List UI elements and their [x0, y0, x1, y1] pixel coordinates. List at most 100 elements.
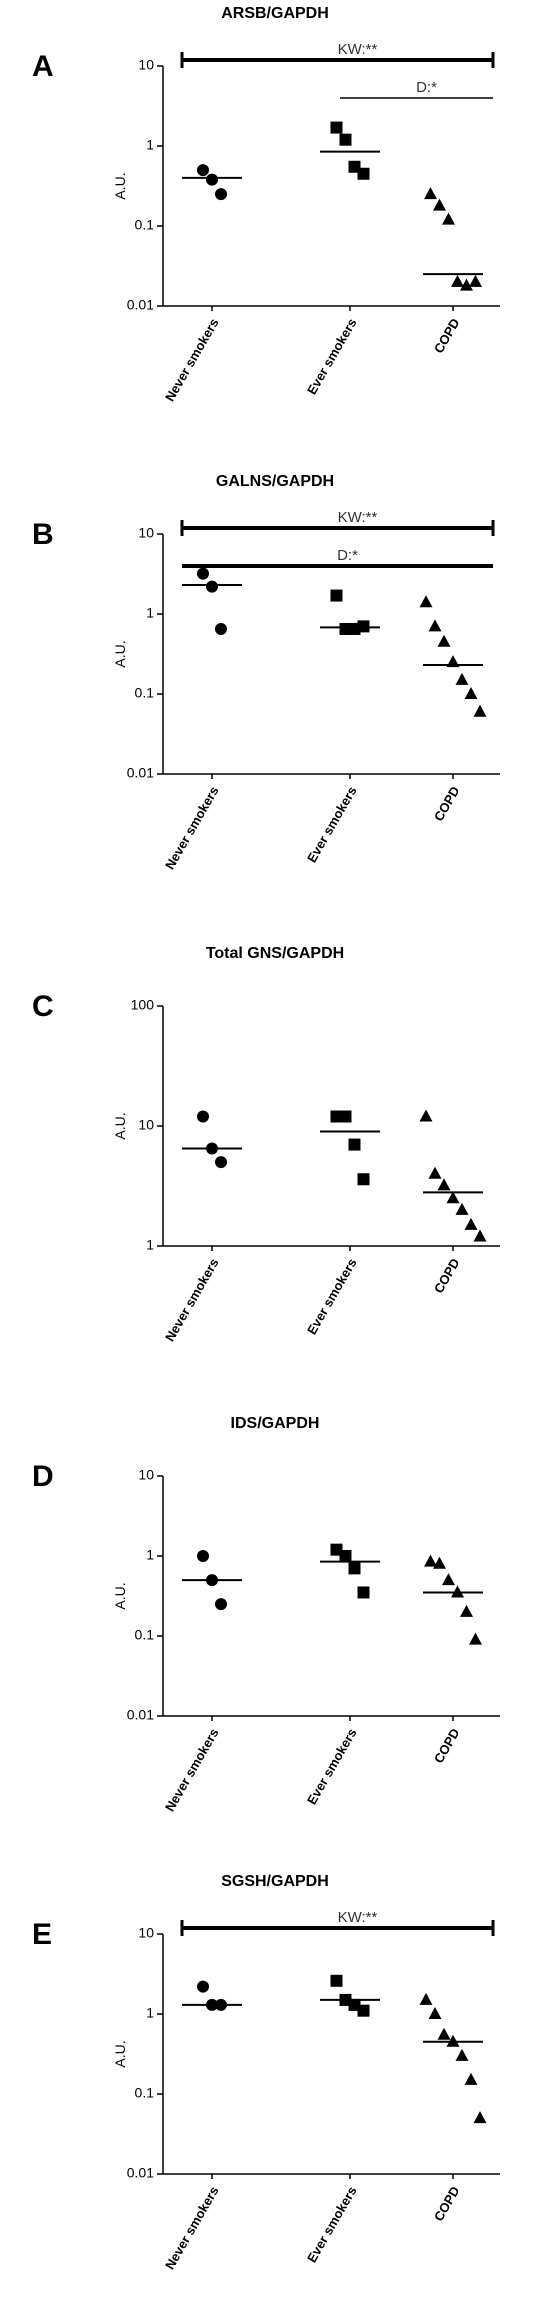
data-point	[442, 1573, 455, 1586]
y-tick-label: 0.1	[135, 2085, 155, 2101]
x-tick-label: Ever smokers	[304, 2184, 360, 2265]
data-point	[437, 2027, 451, 2040]
x-tick-label: Never smokers	[162, 2184, 222, 2272]
panel-label: E	[32, 1918, 52, 1951]
data-point	[464, 2072, 478, 2085]
data-point	[419, 1992, 433, 2005]
data-point	[473, 2111, 487, 2124]
data-point	[464, 687, 478, 699]
data-point	[460, 1604, 473, 1617]
panel: SGSH/GAPDH E A.U. 0.01 0.1 1 10 Never smokers Ev…	[32, 1873, 500, 2272]
y-tick-label: 0.1	[135, 217, 155, 233]
panel-label: C	[32, 990, 54, 1023]
data-point	[206, 580, 218, 593]
data-point	[197, 567, 209, 580]
y-tick-label: 1	[146, 1547, 154, 1563]
y-axis-label: A.U.	[112, 1112, 128, 1139]
y-tick-label: 10	[138, 1117, 154, 1133]
data-point	[330, 1974, 343, 1987]
data-point	[357, 620, 370, 633]
data-point	[442, 212, 455, 225]
x-tick-label: Never smokers	[162, 1726, 222, 1814]
x-tick-label: COPD	[431, 1256, 463, 1296]
x-tick-label: Ever smokers	[304, 784, 360, 865]
data-point	[206, 173, 218, 186]
x-tick-label: COPD	[431, 316, 463, 356]
y-tick-label: 0.01	[127, 297, 154, 313]
bracket-label: KW:**	[338, 41, 378, 58]
y-tick-label: 1	[146, 2005, 154, 2021]
y-tick-label: 0.1	[135, 685, 155, 701]
x-tick-label: COPD	[431, 2184, 463, 2224]
chart-title: Total GNS/GAPDH	[206, 945, 344, 962]
data-point	[215, 188, 227, 201]
data-point	[455, 1202, 469, 1215]
y-tick-label: 1	[146, 137, 154, 153]
y-tick-label: 1	[146, 1237, 154, 1253]
y-tick-label: 0.01	[127, 1707, 154, 1723]
panel-label: A	[32, 50, 54, 83]
y-tick-label: 10	[138, 57, 154, 73]
data-point	[428, 2007, 442, 2019]
data-point	[348, 1562, 361, 1575]
data-point	[460, 278, 473, 291]
data-point	[339, 1550, 352, 1562]
data-point	[357, 2004, 370, 2017]
data-point	[455, 672, 469, 685]
y-tick-label: 10	[138, 1467, 154, 1483]
y-tick-label: 1	[146, 605, 154, 621]
y-tick-label: 0.01	[127, 765, 154, 781]
chart-title: GALNS/GAPDH	[216, 473, 334, 490]
y-axis-label: A.U.	[112, 172, 128, 199]
data-point	[455, 2048, 469, 2061]
x-tick-label: Never smokers	[162, 316, 222, 404]
data-point	[446, 1191, 460, 1204]
y-axis-label: A.U.	[112, 2040, 128, 2067]
y-tick-label: 100	[131, 997, 155, 1013]
data-point	[215, 622, 227, 635]
chart-title: SGSH/GAPDH	[221, 1873, 329, 1890]
x-tick-label: COPD	[431, 784, 463, 824]
data-point	[330, 121, 343, 134]
x-tick-label: Ever smokers	[304, 1256, 360, 1337]
chart-title: IDS/GAPDH	[231, 1415, 320, 1432]
x-tick-label: COPD	[431, 1726, 463, 1766]
data-point	[428, 619, 442, 632]
bracket-label: D:*	[337, 547, 358, 564]
panel-label: B	[32, 518, 54, 551]
bracket-label: KW:**	[338, 509, 378, 526]
x-tick-label: Ever smokers	[304, 316, 360, 397]
data-point	[357, 1173, 370, 1186]
x-tick-label: Ever smokers	[304, 1726, 360, 1807]
data-point	[473, 1229, 487, 1242]
data-point	[197, 1550, 209, 1562]
data-point	[424, 187, 437, 200]
data-point	[215, 1156, 227, 1169]
data-point	[197, 164, 209, 177]
y-tick-label: 10	[138, 525, 154, 541]
data-point	[339, 1110, 352, 1123]
data-point	[437, 634, 451, 647]
data-point	[464, 1217, 478, 1230]
data-point	[469, 1632, 482, 1645]
data-point	[197, 1980, 209, 1993]
data-point	[419, 1109, 433, 1122]
panel: IDS/GAPDH D A.U. 0.01 0.1 1 10 Never smokers Eve…	[32, 1415, 500, 1814]
panel: GALNS/GAPDH B A.U. 0.01 0.1 1 10 Never smokers E…	[32, 473, 500, 872]
data-point	[197, 1110, 209, 1123]
data-point	[357, 167, 370, 180]
panel: ARSB/GAPDH A A.U. 0.01 0.1 1 10 Never smokers Ev…	[32, 5, 500, 404]
data-point	[469, 274, 482, 287]
y-tick-label: 0.1	[135, 1627, 155, 1643]
bracket-label: D:*	[416, 79, 437, 96]
data-point	[433, 1556, 446, 1569]
data-point	[428, 1166, 442, 1179]
x-tick-label: Never smokers	[162, 784, 222, 872]
y-axis-label: A.U.	[112, 1582, 128, 1609]
data-point	[424, 1554, 437, 1567]
data-point	[215, 1598, 227, 1611]
data-point	[330, 589, 343, 602]
chart-title: ARSB/GAPDH	[221, 5, 329, 22]
data-point	[433, 198, 446, 211]
